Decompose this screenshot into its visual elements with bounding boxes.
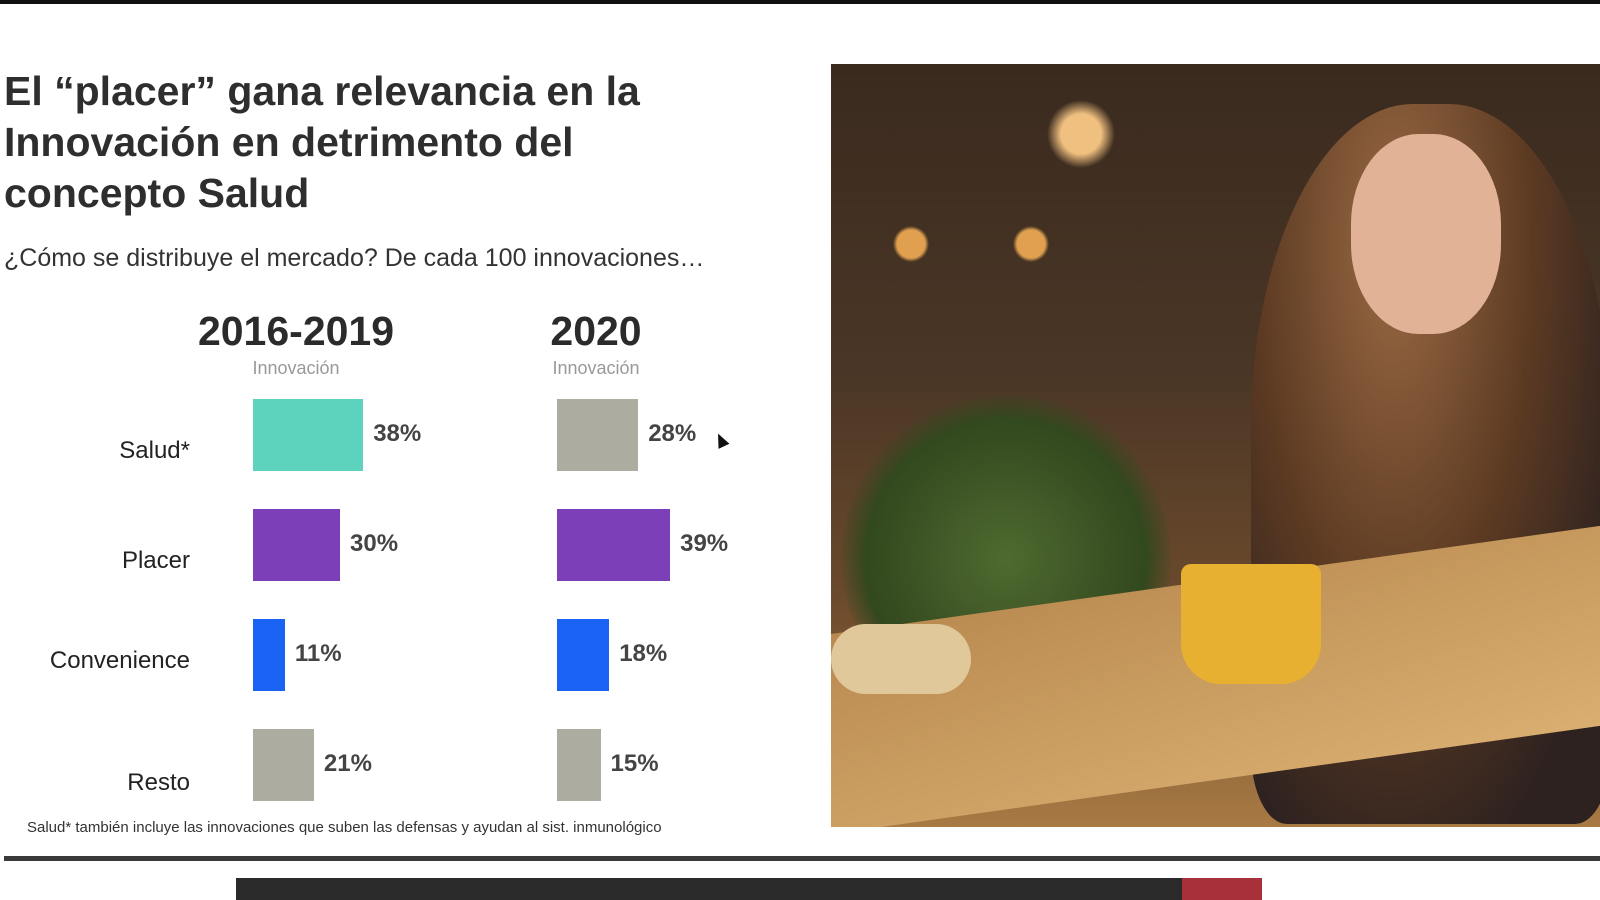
- slide-bottom-divider: [4, 856, 1600, 861]
- category-label: Convenience: [49, 647, 190, 674]
- category-label: Placer: [121, 547, 190, 574]
- category-label: Salud*: [119, 437, 190, 464]
- data-label: 21%: [323, 750, 372, 777]
- slide-title: El “placer” gana relevancia en la Innova…: [4, 68, 640, 216]
- bar-salud-0[interactable]: [253, 399, 364, 471]
- top-border: [0, 0, 1600, 4]
- footnote: Salud* también incluye las innovaciones …: [27, 819, 662, 836]
- data-label: 11%: [294, 640, 342, 667]
- data-label: 39%: [680, 530, 729, 557]
- series-title: 2016-2019: [197, 308, 395, 354]
- data-label: 30%: [350, 530, 399, 557]
- data-label: 15%: [610, 750, 659, 777]
- bar-salud-1[interactable]: [557, 399, 639, 471]
- bar-placer-1[interactable]: [557, 509, 671, 581]
- woman-eating-photo: [831, 64, 1600, 827]
- bar-resto-1[interactable]: [557, 729, 601, 801]
- category-label: Resto: [127, 769, 190, 796]
- data-label: 18%: [619, 640, 668, 667]
- data-label: 28%: [648, 420, 697, 447]
- series-sublabel: Innovación: [252, 358, 340, 378]
- bar-convenience-0[interactable]: [253, 619, 285, 691]
- bar-placer-0[interactable]: [253, 509, 340, 581]
- toolbar-end-button[interactable]: [1182, 878, 1262, 900]
- bar-convenience-1[interactable]: [557, 619, 610, 691]
- presentation-toolbar[interactable]: [236, 878, 1182, 900]
- slide-subtitle: ¿Cómo se distribuye el mercado? De cada …: [4, 244, 705, 272]
- mouse-cursor-icon: [712, 431, 730, 449]
- bar-resto-0[interactable]: [253, 729, 314, 801]
- series-sublabel: Innovación: [552, 358, 640, 378]
- series-title: 2020: [550, 308, 642, 354]
- data-label: 38%: [373, 420, 422, 447]
